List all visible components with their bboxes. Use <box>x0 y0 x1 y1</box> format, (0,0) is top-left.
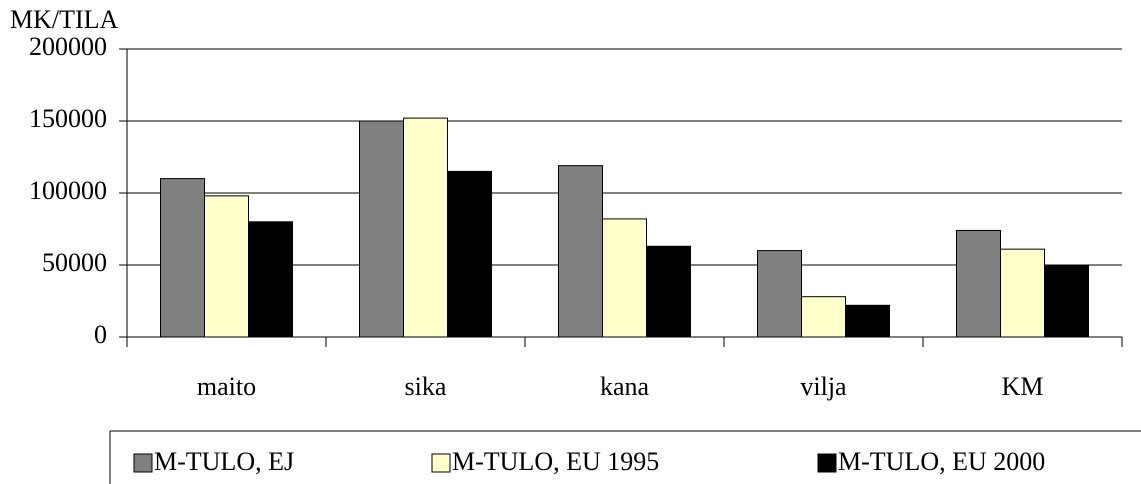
bar <box>845 304 890 338</box>
legend-label: M-TULO, EJ <box>154 447 294 476</box>
bar <box>160 178 205 338</box>
bar <box>1000 248 1045 338</box>
bar <box>359 120 404 338</box>
x-tick-label: KM <box>1002 372 1044 401</box>
bar <box>403 117 448 338</box>
y-tick-label: 50000 <box>42 248 107 277</box>
bar <box>956 229 1001 338</box>
legend-swatch <box>431 453 451 473</box>
bar <box>757 250 802 338</box>
y-tick-label: 150000 <box>29 104 107 133</box>
bar <box>558 165 603 338</box>
x-tick-label: kana <box>600 372 650 401</box>
bar <box>801 296 846 338</box>
y-tick-label: 100000 <box>29 176 107 205</box>
y-axis-label: MK/TILA <box>10 5 119 34</box>
x-tick-label: vilja <box>800 372 847 401</box>
bar <box>204 195 249 338</box>
legend-swatch <box>817 453 837 473</box>
bar <box>1044 264 1089 338</box>
legend-swatch <box>133 453 153 473</box>
x-tick-label: sika <box>405 372 447 401</box>
bar <box>602 218 647 338</box>
y-tick-label: 200000 <box>29 32 107 61</box>
legend-label: M-TULO, EU 2000 <box>838 447 1045 476</box>
legend-label: M-TULO, EU 1995 <box>452 447 659 476</box>
x-tick-label: maito <box>197 372 256 401</box>
bar <box>447 170 492 338</box>
bar <box>248 221 293 338</box>
bar <box>646 245 691 338</box>
y-tick-label: 0 <box>94 320 107 349</box>
